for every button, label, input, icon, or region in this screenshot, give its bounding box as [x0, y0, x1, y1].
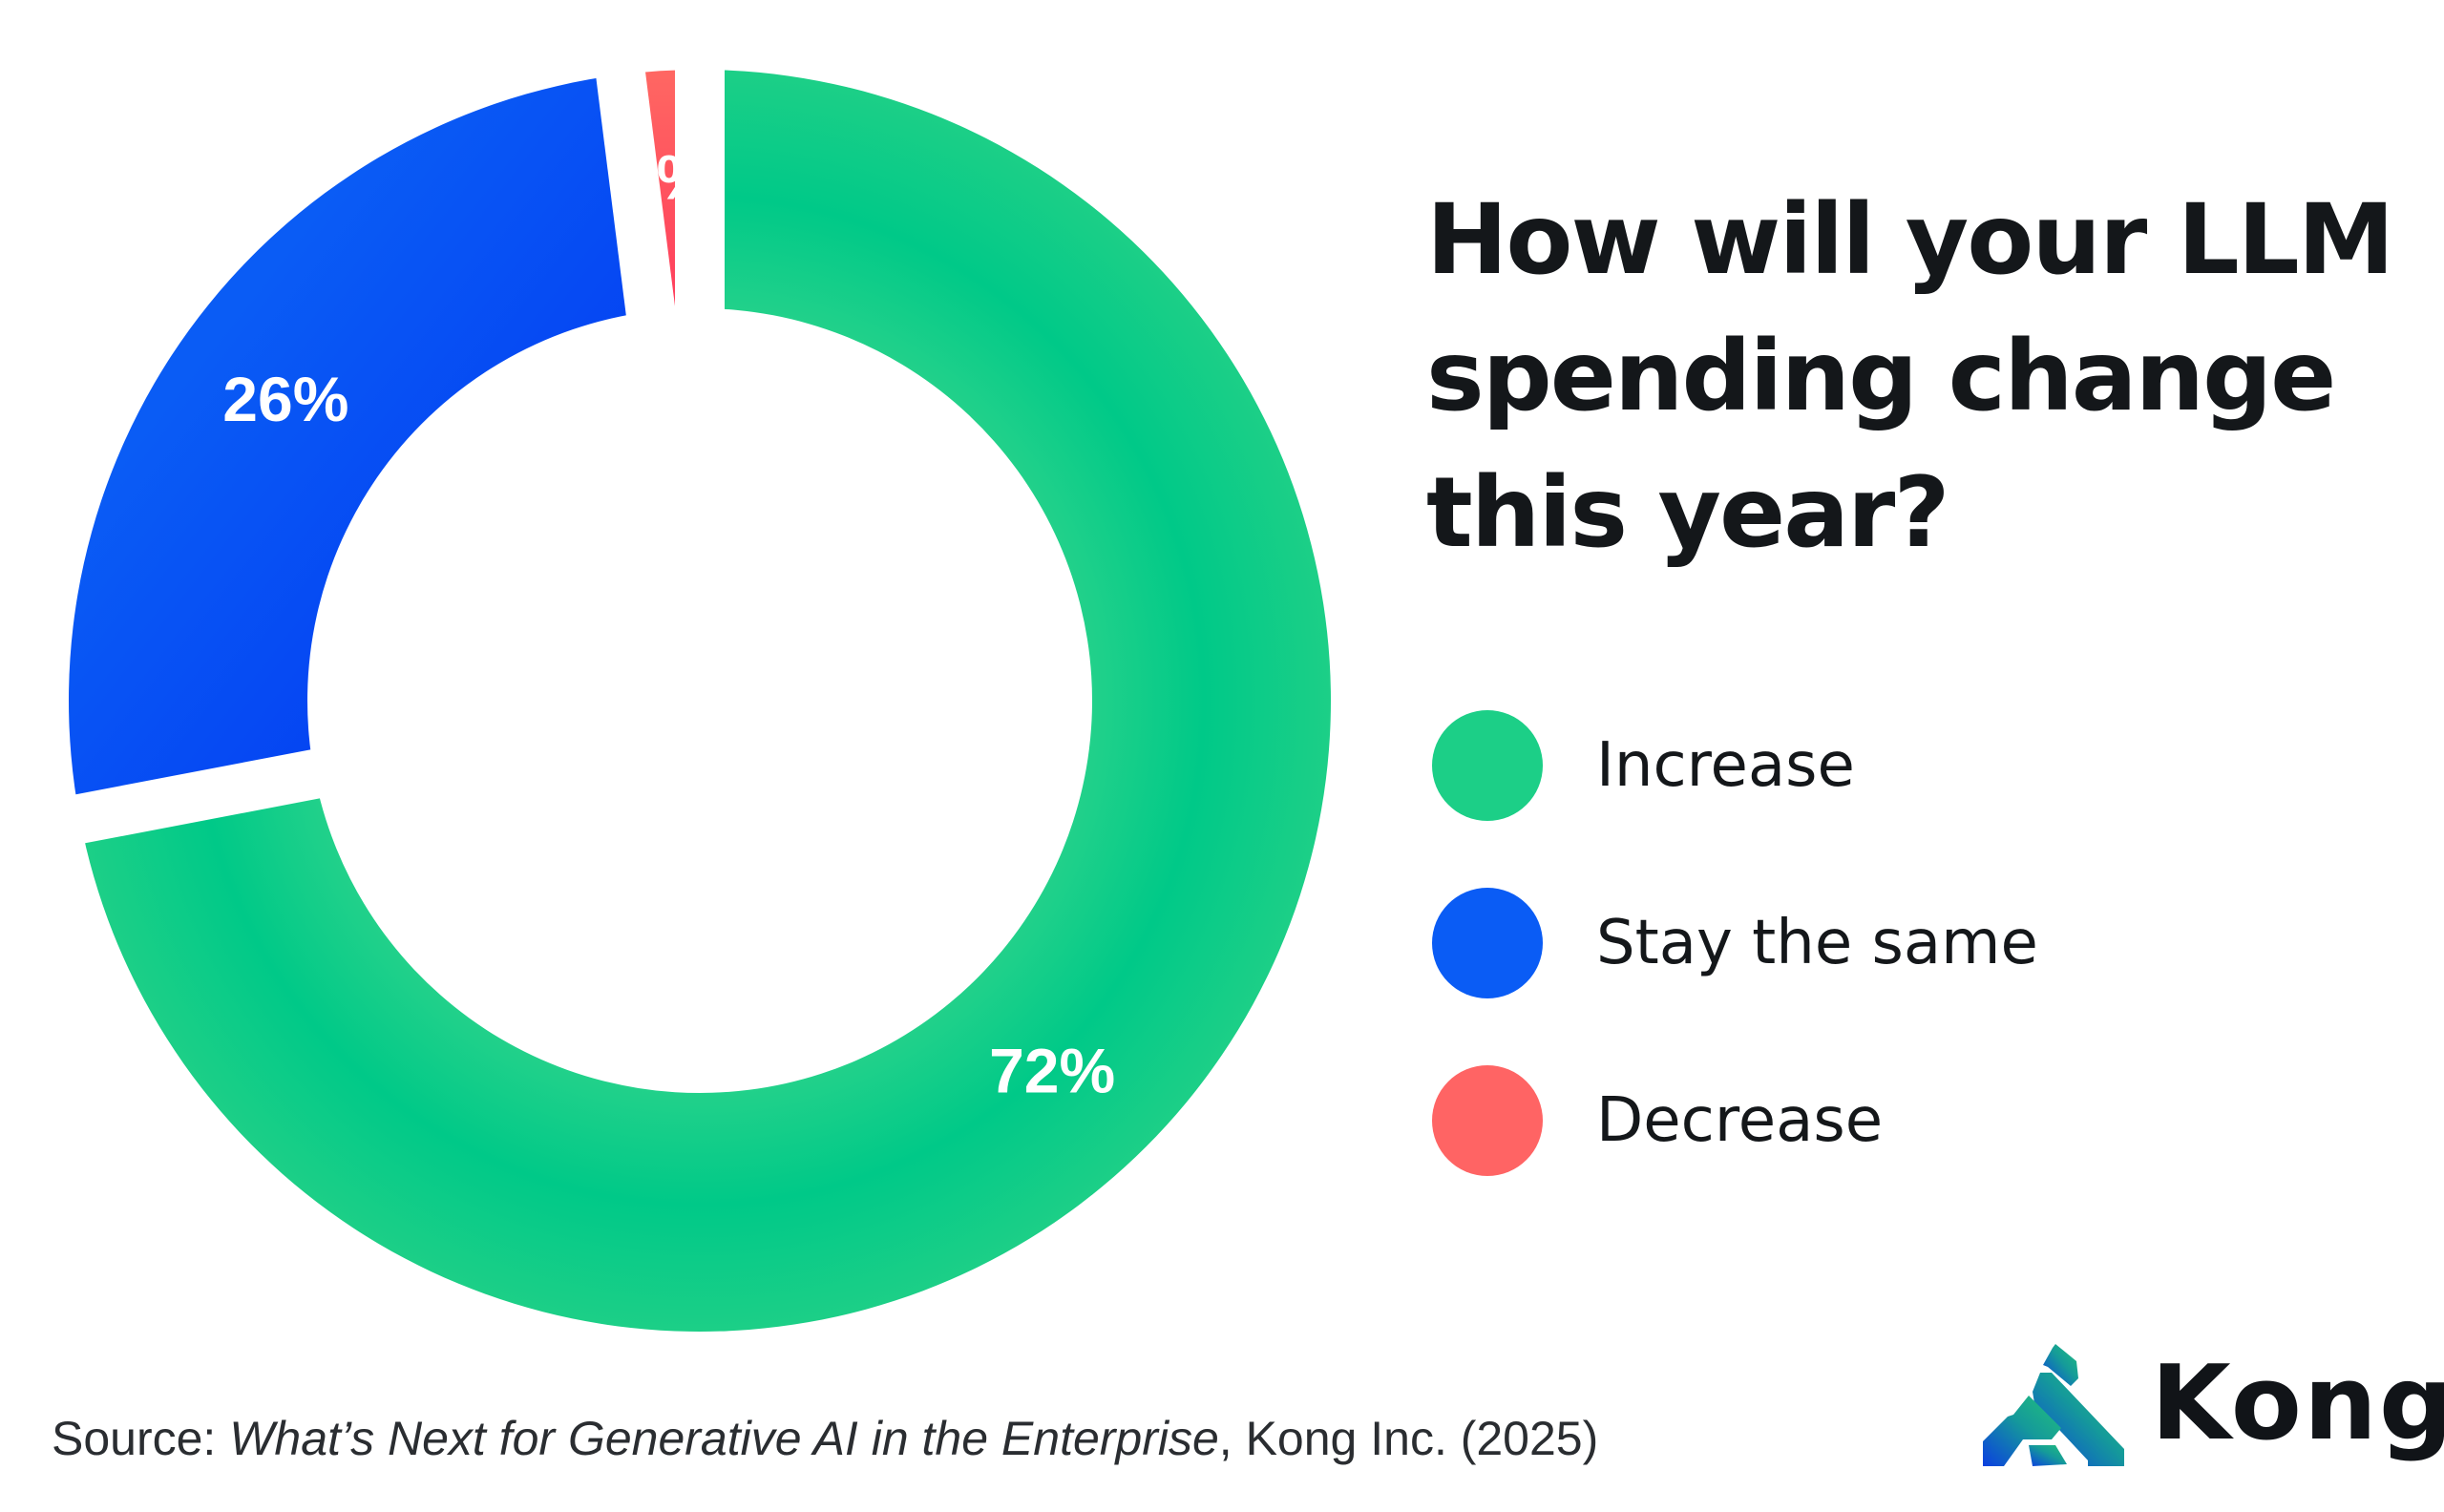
legend-swatch-increase: [1432, 710, 1543, 821]
donut-chart: 72% 26% 2%: [56, 52, 1332, 1332]
slice-stay-the-same: [68, 74, 651, 819]
data-label-decrease: 2%: [622, 142, 712, 213]
data-label-increase: 72%: [989, 1036, 1115, 1106]
legend-item-increase: Increase: [1432, 677, 2038, 854]
slice-gap: [56, 747, 328, 848]
legend-item-stay-the-same: Stay the same: [1432, 854, 2038, 1032]
source-prefix: Source:: [52, 1412, 230, 1465]
slice-gap: [593, 52, 677, 325]
source-publication: What’s Next for Generative AI in the Ent…: [229, 1412, 1219, 1465]
chart-title: How will your LLM spending change this y…: [1426, 172, 2429, 581]
kong-gorilla-icon: [1983, 1344, 2124, 1466]
legend: Increase Stay the same Decrease: [1432, 706, 2038, 1209]
data-label-stay-the-same: 26%: [222, 364, 348, 434]
legend-label: Stay the same: [1596, 908, 2038, 978]
legend-label: Increase: [1596, 730, 1855, 801]
source-citation: Source: What’s Next for Generative AI in…: [52, 1411, 1598, 1466]
legend-label: Decrease: [1596, 1085, 1884, 1156]
title-line: How will your LLM: [1426, 183, 2394, 297]
title-line: spending change: [1426, 320, 2336, 433]
legend-swatch-stay-the-same: [1432, 888, 1543, 998]
slice-increase: [79, 70, 1332, 1332]
kong-logo: Kong: [1981, 1336, 2444, 1470]
legend-item-decrease: Decrease: [1432, 1032, 2038, 1209]
legend-swatch-decrease: [1432, 1065, 1543, 1176]
source-suffix: , Kong Inc. (2025): [1218, 1412, 1599, 1465]
title-line: this year?: [1426, 456, 1950, 570]
kong-wordmark: Kong: [2151, 1343, 2444, 1463]
